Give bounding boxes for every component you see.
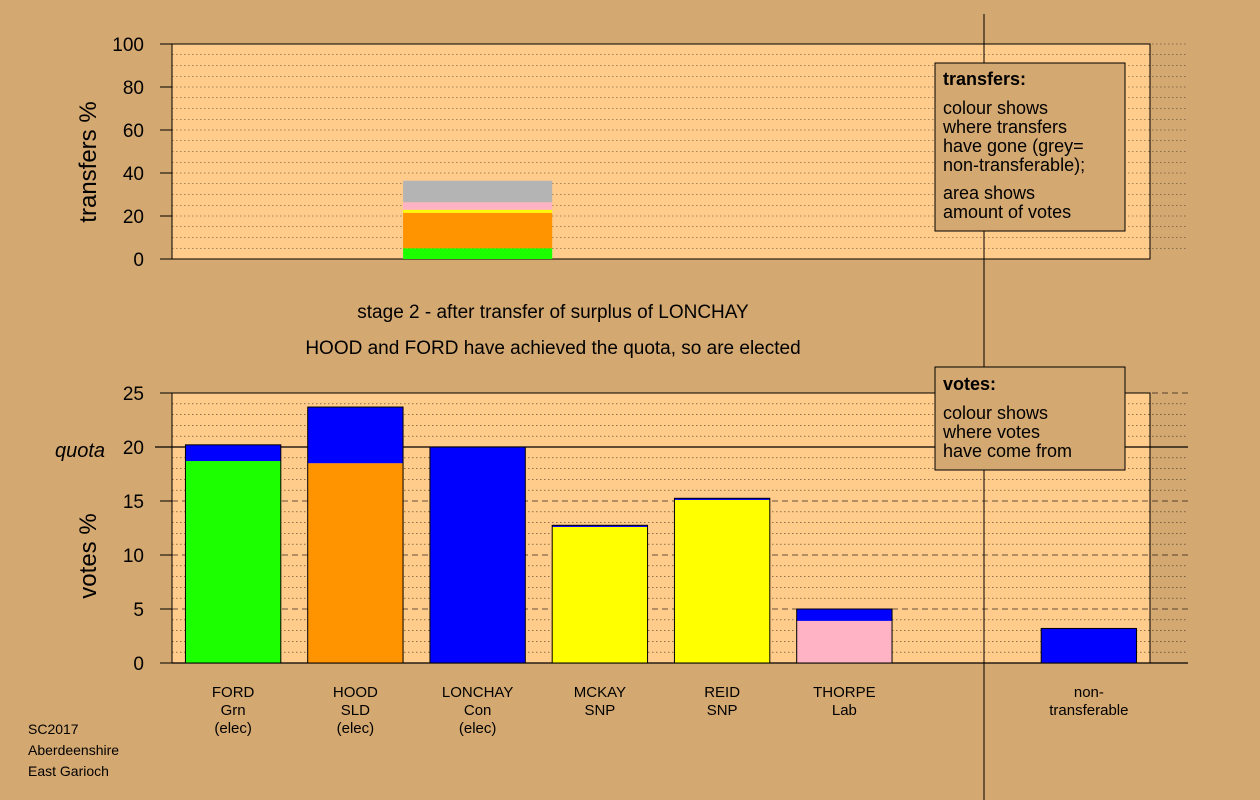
- y-tick-label: 10: [123, 546, 144, 567]
- vote-bar-outline: [551, 524, 649, 664]
- votes-y-ticks: 0 5 10 15 20 25: [123, 384, 172, 675]
- votes-legend: votes: colour shows where votes have com…: [934, 366, 1126, 471]
- transfers-legend-line: non-transferable);: [943, 155, 1085, 175]
- x-tick-label: REID: [704, 684, 740, 701]
- x-tick-label: non-: [1074, 684, 1104, 701]
- transfer-segment: [403, 180, 553, 203]
- footer-line: SC2017: [28, 721, 79, 737]
- y-tick-label: 25: [123, 384, 144, 405]
- transfer-segment: [403, 248, 553, 259]
- y-tick-label: 40: [123, 164, 144, 185]
- vote-segment: [674, 498, 770, 500]
- transfer-segment: [403, 211, 553, 213]
- x-tick-label: (elec): [459, 720, 497, 737]
- transfers-legend-line: have gone (grey=: [943, 136, 1084, 156]
- x-tick-label: (elec): [214, 720, 252, 737]
- votes-legend-line: where votes: [942, 422, 1040, 442]
- x-tick-label: THORPE: [813, 684, 876, 701]
- x-tick-label: LONCHAY: [442, 684, 513, 701]
- transfers-y-axis-label: transfers %: [75, 101, 102, 222]
- y-tick-label: 80: [123, 78, 144, 99]
- transfers-y-ticks: 0 20 40 60 80 100: [112, 35, 172, 271]
- x-tick-label: SNP: [707, 702, 738, 719]
- x-tick-label: Grn: [221, 702, 246, 719]
- y-tick-label: 20: [123, 438, 144, 459]
- quota-label: quota: [55, 440, 105, 462]
- transfers-legend-line: area shows: [943, 183, 1035, 203]
- vote-segment: [552, 525, 648, 527]
- transfers-legend-line: where transfers: [942, 117, 1067, 137]
- vote-bar-outline: [673, 497, 771, 664]
- vote-segment: [674, 499, 770, 663]
- votes-legend-line: colour shows: [943, 403, 1048, 423]
- votes-legend-title: votes:: [943, 374, 996, 394]
- votes-x-labels: FORDGrn(elec)HOODSLD(elec)LONCHAYCon(ele…: [212, 684, 1129, 737]
- vote-bar-outline: [307, 406, 404, 664]
- vote-bar-outline: [429, 446, 526, 664]
- vote-segment: [1041, 628, 1137, 663]
- transfer-segment: [403, 202, 553, 210]
- y-tick-label: 0: [133, 654, 144, 675]
- transfers-legend-title: transfers:: [943, 69, 1026, 89]
- x-tick-label: transferable: [1049, 702, 1128, 719]
- vote-bar-outline: [1040, 627, 1138, 664]
- x-tick-label: SLD: [341, 702, 370, 719]
- transfer-segment: [403, 209, 553, 212]
- y-tick-label: 0: [133, 250, 144, 271]
- vote-segment: [307, 407, 404, 464]
- x-tick-label: HOOD: [333, 684, 378, 701]
- x-tick-label: (elec): [337, 720, 375, 737]
- y-tick-label: 15: [123, 492, 144, 513]
- transfers-legend-line: colour shows: [943, 98, 1048, 118]
- votes-legend-line: have come from: [943, 441, 1072, 461]
- y-tick-label: 5: [133, 600, 144, 621]
- vote-bar-outline: [796, 608, 893, 664]
- y-tick-label: 20: [123, 207, 144, 228]
- x-tick-label: Lab: [832, 702, 857, 719]
- transfers-legend: transfers: colour shows where transfers …: [934, 62, 1126, 232]
- vote-segment: [552, 526, 648, 663]
- votes-y-axis-label: votes %: [75, 513, 102, 598]
- transfers-legend-line: amount of votes: [943, 202, 1071, 222]
- status-caption: HOOD and FORD have achieved the quota, s…: [305, 338, 800, 359]
- x-tick-label: SNP: [584, 702, 615, 719]
- transfers-gridlines: [172, 43, 1188, 249]
- vote-segment: [185, 444, 281, 462]
- votes-bars: [184, 406, 1138, 664]
- votes-legend-box: [934, 366, 1126, 471]
- vote-segment: [796, 620, 893, 663]
- vote-segment: [307, 463, 404, 663]
- stage-caption: stage 2 - after transfer of surplus of L…: [357, 302, 749, 323]
- transfers-bars: [403, 180, 553, 259]
- transfer-segment: [403, 212, 553, 249]
- footer-line: East Garioch: [28, 763, 109, 779]
- vote-segment: [796, 609, 893, 621]
- footer-line: Aberdeenshire: [28, 742, 119, 758]
- x-tick-label: Con: [464, 702, 492, 719]
- x-tick-label: FORD: [212, 684, 255, 701]
- x-tick-label: MCKAY: [574, 684, 626, 701]
- vote-bar-outline: [184, 444, 282, 664]
- y-tick-label: 60: [123, 121, 144, 142]
- vote-segment: [185, 461, 281, 663]
- y-tick-label: 100: [112, 35, 144, 56]
- vote-segment: [429, 447, 526, 663]
- transfers-legend-box: [934, 62, 1126, 232]
